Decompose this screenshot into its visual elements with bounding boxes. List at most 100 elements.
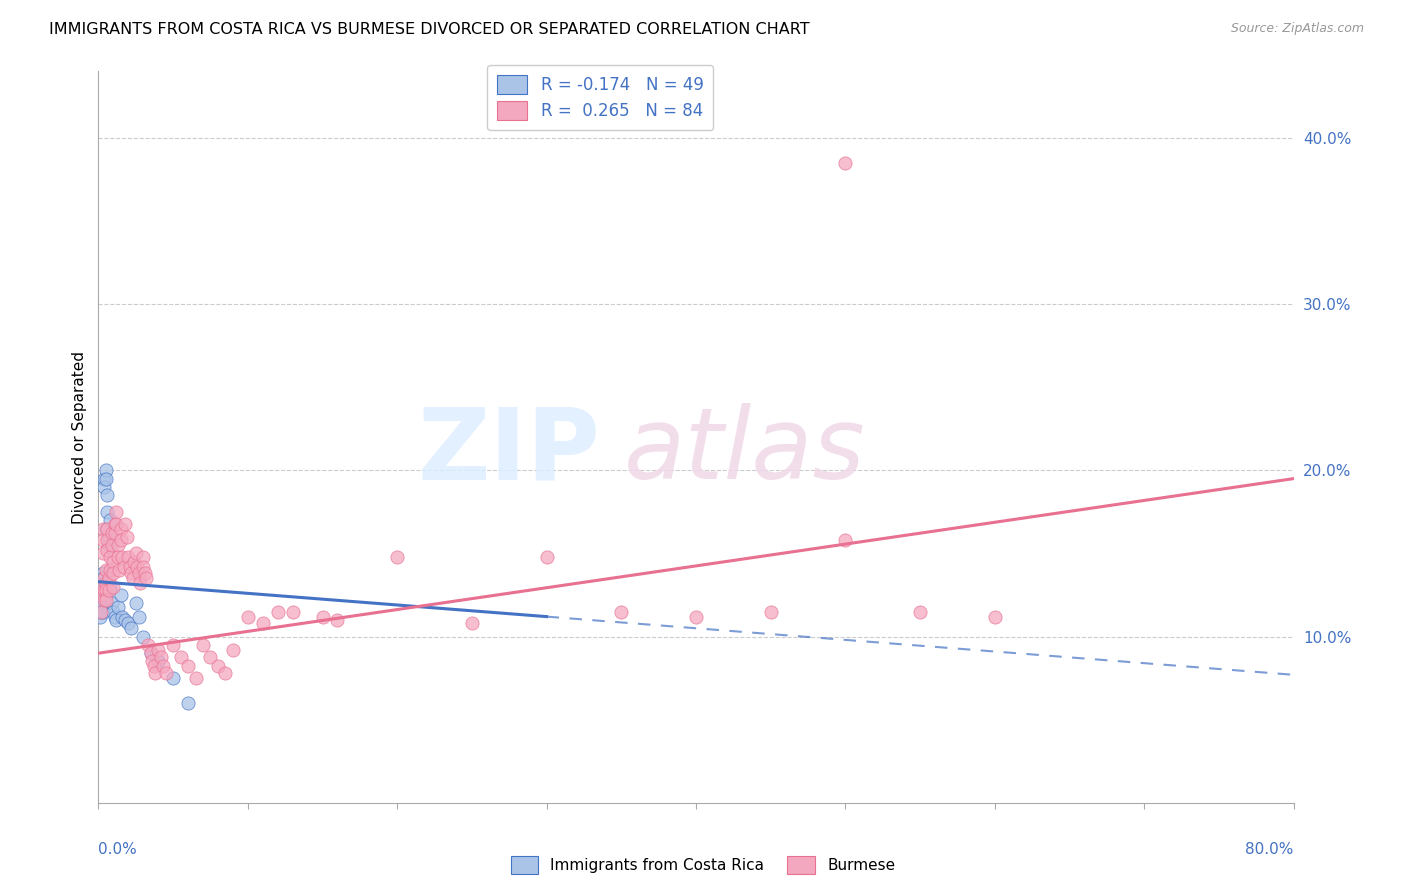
Point [94,593,117,607]
Point [111,609,134,624]
Point [148,643,170,657]
Point [90,576,112,591]
Legend: Immigrants from Costa Rica, Burmese: Immigrants from Costa Rica, Burmese [505,850,901,880]
Point [236,609,259,624]
Point [89,588,111,602]
Point [834,533,856,548]
Point [94,472,117,486]
Point [117,616,139,631]
Point [97,571,120,585]
Point [89,599,111,614]
Point [207,659,229,673]
Point [98,563,122,577]
Point [129,576,152,591]
Point [132,549,155,564]
Text: atlas: atlas [624,403,866,500]
Point [162,671,184,685]
Point [90,580,112,594]
Point [96,543,118,558]
Point [177,696,200,710]
Point [114,516,136,531]
Text: 80.0%: 80.0% [1246,842,1294,856]
Point [252,616,274,631]
Point [103,580,125,594]
Point [326,613,349,627]
Point [91,571,114,585]
Point [93,480,115,494]
Point [89,609,111,624]
Point [93,580,115,594]
Point [107,599,129,614]
Point [96,521,118,535]
Point [134,566,156,581]
Point [94,580,117,594]
Point [152,659,174,673]
Point [91,588,114,602]
Point [984,609,1007,624]
Point [93,582,115,597]
Point [91,566,114,581]
Point [311,609,333,624]
Point [105,613,128,627]
Point [103,555,125,569]
Point [267,605,290,619]
Point [132,630,155,644]
Point [125,546,148,560]
Point [94,576,117,591]
Point [91,521,114,535]
Point [200,649,222,664]
Point [222,643,245,657]
Point [125,596,148,610]
Point [94,588,117,602]
Point [191,638,214,652]
Point [96,488,118,502]
Point [128,609,150,624]
Point [103,566,125,581]
Point [139,646,162,660]
Legend: R = -0.174   N = 49, R =  0.265   N = 84: R = -0.174 N = 49, R = 0.265 N = 84 [488,65,713,130]
Point [177,659,200,673]
Point [759,605,782,619]
Point [214,666,236,681]
Point [97,538,120,552]
Point [93,472,115,486]
Point [104,516,127,531]
Point [136,638,159,652]
Point [98,580,122,594]
Point [96,533,118,548]
Point [121,571,143,585]
Point [110,521,132,535]
Point [169,649,191,664]
Point [120,566,142,581]
Point [91,605,114,619]
Point [114,613,136,627]
Point [89,588,111,602]
Point [110,588,132,602]
Point [96,505,118,519]
Point [94,463,117,477]
Point [104,609,127,624]
Point [112,559,135,574]
Point [89,593,111,607]
Point [90,582,112,597]
Point [184,671,207,685]
Point [111,549,134,564]
Point [103,605,125,619]
Point [97,582,120,597]
Point [93,571,115,585]
Point [90,588,112,602]
Point [110,533,132,548]
Point [834,155,856,169]
Point [90,605,112,619]
Point [101,596,124,610]
Point [94,521,117,535]
Point [142,659,165,673]
Point [98,549,122,564]
Point [135,571,157,585]
Point [385,549,409,564]
Text: ZIP: ZIP [418,403,600,500]
Point [139,646,162,660]
Point [115,530,138,544]
Point [143,666,166,681]
Point [155,666,177,681]
